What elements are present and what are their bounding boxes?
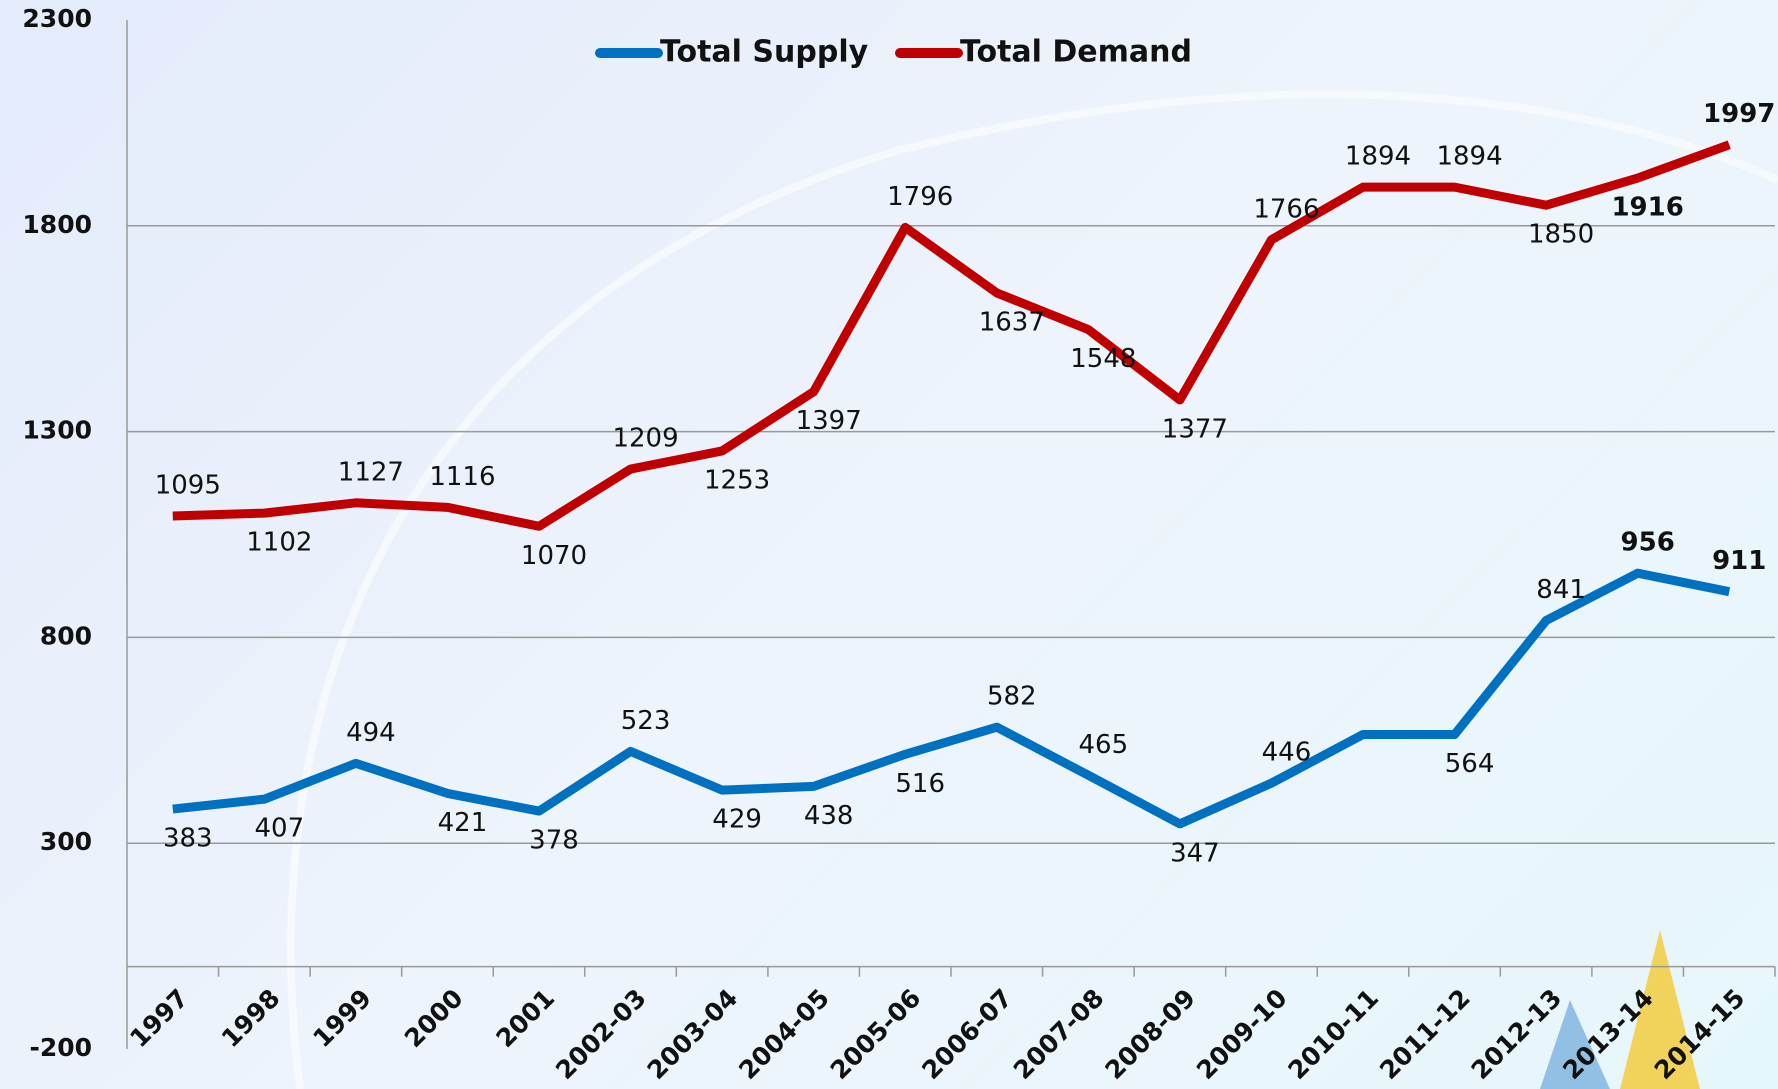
data-label: 1850: [1528, 220, 1594, 250]
data-label: 1127: [338, 457, 404, 487]
data-label: 429: [712, 805, 762, 835]
data-label: 523: [621, 706, 671, 736]
data-label: 516: [895, 769, 945, 799]
data-label: 1766: [1253, 194, 1319, 224]
data-label: 438: [804, 801, 854, 831]
y-tick-label: 1300: [22, 416, 92, 445]
data-label: 407: [255, 814, 305, 844]
decoration: [1540, 1000, 1610, 1089]
data-label: 1894: [1345, 142, 1411, 172]
data-label: 1796: [887, 182, 953, 212]
data-label: 383: [163, 824, 213, 854]
x-tick-label: 2004-05: [733, 983, 835, 1085]
y-tick-label: 1800: [22, 210, 92, 239]
x-tick-label: 2010-11: [1283, 983, 1385, 1085]
x-tick-label: 2007-08: [1008, 983, 1110, 1085]
data-label: 378: [529, 826, 579, 856]
data-label: 1894: [1436, 142, 1502, 172]
line: [172, 568, 1731, 829]
data-label: 1253: [704, 465, 770, 495]
data-label: 465: [1079, 730, 1129, 760]
x-tick-label: 2008-09: [1099, 983, 1201, 1085]
line: [172, 140, 1731, 531]
x-tick-label: 2011-12: [1374, 983, 1476, 1085]
data-label: 1637: [979, 307, 1045, 337]
data-label: 1916: [1611, 193, 1683, 223]
x-tick-label: 2001: [490, 983, 560, 1053]
data-label: 421: [438, 808, 488, 838]
data-label: 1377: [1162, 414, 1228, 444]
decoration: [1620, 930, 1700, 1089]
x-tick-label: 1997: [124, 983, 194, 1053]
x-tick-label: 2005-06: [825, 983, 927, 1085]
data-label: 1070: [521, 541, 587, 571]
data-label: 1997: [1703, 99, 1775, 129]
y-tick-label: 2300: [22, 4, 92, 33]
data-label: 1116: [429, 462, 495, 492]
data-label: 446: [1262, 738, 1312, 768]
data-label: 1209: [612, 424, 678, 454]
legend-label: Total Supply: [660, 35, 869, 70]
x-tick-label: 2009-10: [1191, 983, 1293, 1085]
x-tick-label: 1998: [216, 983, 286, 1053]
y-tick-label: 800: [40, 621, 92, 650]
data-label: 1102: [246, 528, 312, 558]
x-tick-label: 2002-03: [550, 983, 652, 1085]
x-tick-label: 2003-04: [642, 983, 744, 1085]
x-tick-label: 2000: [399, 983, 469, 1053]
data-label: 564: [1445, 749, 1495, 779]
data-label: 841: [1536, 575, 1586, 605]
data-label: 1548: [1070, 344, 1136, 374]
data-label: 956: [1621, 528, 1675, 558]
data-label: 494: [346, 718, 396, 748]
x-tick-label: 2006-07: [916, 983, 1018, 1085]
decoration: [286, 90, 1778, 1089]
legend-label: Total Demand: [960, 35, 1192, 70]
y-tick-label: 300: [40, 827, 92, 856]
x-tick-label: 1999: [307, 983, 377, 1053]
data-label: 1095: [155, 470, 221, 500]
data-label: 582: [987, 682, 1037, 712]
data-label: 347: [1170, 838, 1220, 868]
data-label: 1397: [796, 406, 862, 436]
data-label: 911: [1712, 546, 1766, 576]
y-tick-label: -200: [29, 1033, 92, 1062]
